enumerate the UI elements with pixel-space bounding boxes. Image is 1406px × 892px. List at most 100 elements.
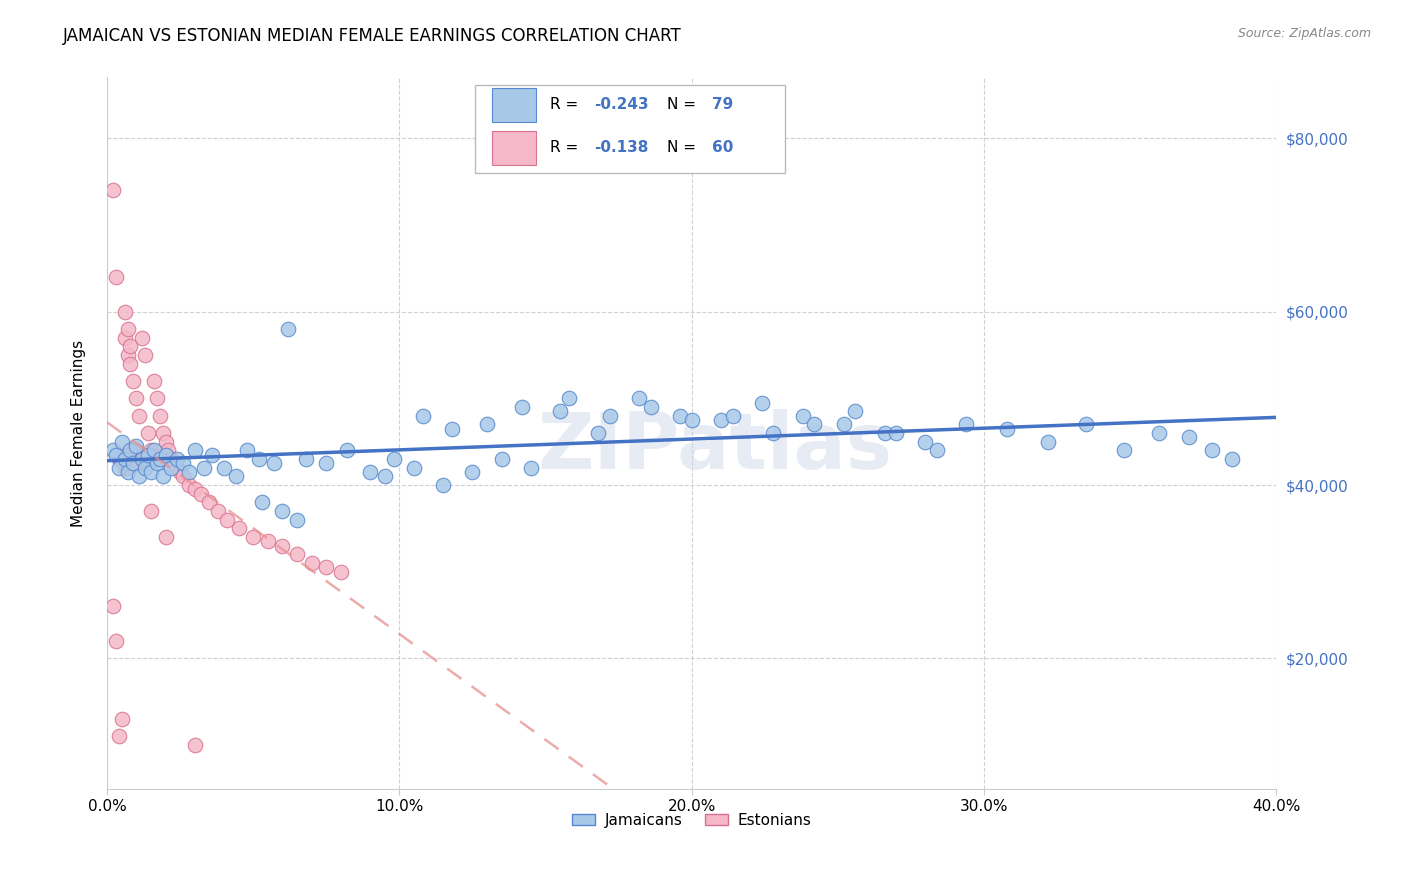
Point: [139, 504, 162, 518]
Point: [873, 425, 896, 440]
Point: [152, 469, 174, 483]
Point: [432, 478, 454, 492]
Point: [101, 599, 124, 614]
Point: [1114, 443, 1136, 458]
Point: [157, 443, 180, 458]
Point: [475, 417, 498, 432]
Point: [212, 460, 235, 475]
Point: [139, 443, 162, 458]
Point: [329, 565, 352, 579]
Point: [139, 465, 162, 479]
Point: [136, 448, 159, 462]
Point: [315, 456, 337, 470]
Point: [114, 304, 136, 318]
Point: [256, 534, 278, 549]
Point: [762, 425, 785, 440]
Point: [884, 425, 907, 440]
Point: [681, 413, 703, 427]
Point: [169, 465, 191, 479]
Point: [149, 409, 172, 423]
Point: [359, 465, 381, 479]
Point: [134, 348, 156, 362]
Point: [139, 448, 162, 462]
Point: [117, 348, 139, 362]
Point: [271, 504, 294, 518]
Bar: [492, 87, 536, 122]
Point: [710, 413, 733, 427]
Point: [122, 374, 145, 388]
Point: [198, 495, 221, 509]
Point: [120, 456, 142, 470]
Bar: [492, 131, 536, 165]
Point: [193, 460, 215, 475]
Point: [461, 465, 484, 479]
Point: [201, 448, 224, 462]
Point: [955, 417, 977, 432]
Point: [382, 452, 405, 467]
Point: [117, 460, 139, 475]
Point: [228, 521, 250, 535]
Point: [128, 409, 150, 423]
Point: [1076, 417, 1098, 432]
Point: [927, 443, 949, 458]
Point: [1149, 425, 1171, 440]
Point: [122, 443, 145, 458]
Point: [374, 469, 396, 483]
Text: R =: R =: [550, 97, 583, 112]
Point: [586, 425, 609, 440]
Point: [301, 556, 323, 570]
Point: [412, 409, 434, 423]
Point: [166, 452, 188, 467]
Point: [120, 357, 142, 371]
Point: [184, 738, 207, 752]
Point: [104, 448, 127, 462]
Point: [131, 452, 153, 467]
Point: [104, 269, 127, 284]
Point: [225, 469, 247, 483]
Point: [548, 404, 571, 418]
Point: [271, 539, 294, 553]
Point: [491, 452, 513, 467]
Point: [128, 469, 150, 483]
Point: [285, 513, 308, 527]
Point: [207, 504, 229, 518]
Point: [1038, 434, 1060, 449]
Text: N =: N =: [666, 97, 702, 112]
Point: [160, 460, 183, 475]
Point: [510, 400, 533, 414]
Point: [295, 452, 318, 467]
Point: [152, 425, 174, 440]
Point: [520, 460, 543, 475]
Point: [142, 452, 165, 467]
Point: [166, 460, 188, 475]
Text: ZIPatlas: ZIPatlas: [537, 409, 893, 485]
Point: [114, 330, 136, 344]
Point: [155, 448, 177, 462]
Point: [136, 425, 159, 440]
Point: [114, 452, 136, 467]
Text: -0.138: -0.138: [595, 140, 650, 155]
Point: [104, 634, 127, 648]
Point: [149, 452, 172, 467]
Point: [114, 460, 136, 475]
Point: [145, 456, 167, 470]
Text: R =: R =: [550, 140, 583, 155]
Point: [107, 460, 129, 475]
Point: [263, 456, 285, 470]
Point: [125, 456, 148, 470]
Text: -0.243: -0.243: [595, 97, 650, 112]
Text: Source: ZipAtlas.com: Source: ZipAtlas.com: [1237, 27, 1371, 40]
Point: [101, 183, 124, 197]
Point: [101, 443, 124, 458]
Point: [247, 452, 270, 467]
Point: [190, 486, 212, 500]
Point: [128, 456, 150, 470]
Point: [111, 448, 134, 462]
Point: [751, 395, 773, 409]
Point: [122, 456, 145, 470]
Point: [914, 434, 936, 449]
Point: [792, 409, 814, 423]
Point: [832, 417, 855, 432]
Point: [1201, 443, 1223, 458]
Point: [145, 392, 167, 406]
